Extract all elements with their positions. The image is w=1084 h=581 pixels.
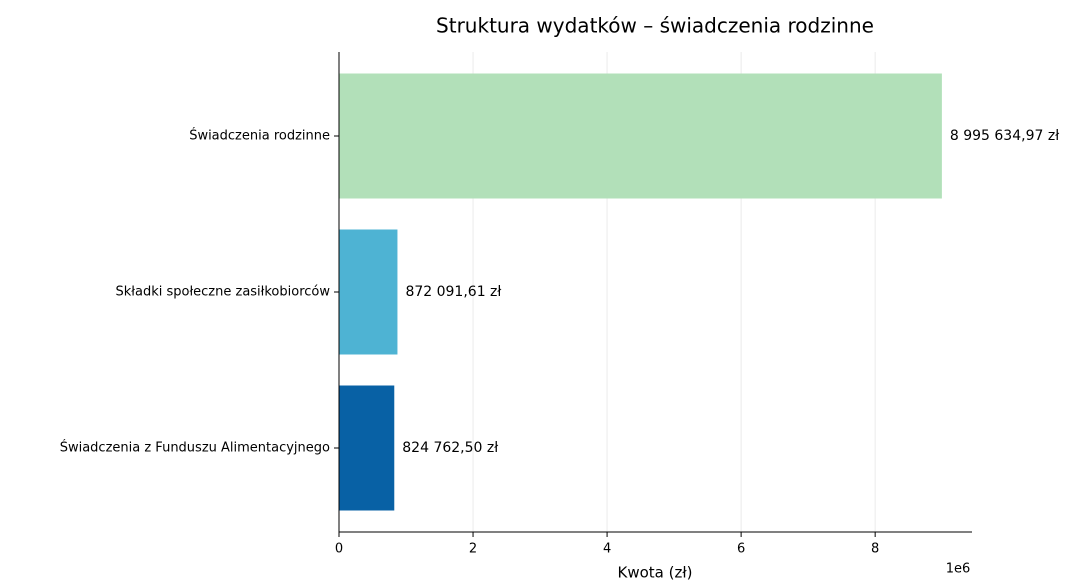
- x-tick-label: 2: [469, 542, 477, 557]
- x-offset-label: 1e6: [946, 562, 971, 577]
- y-tick-label: Świadczenia z Funduszu Alimentacyjnego: [60, 440, 330, 456]
- bar: [339, 385, 395, 511]
- x-tick-label: 6: [737, 542, 745, 557]
- value-label: 872 091,61 zł: [405, 284, 501, 300]
- bar: [339, 73, 942, 199]
- chart-title: Struktura wydatków – świadczenia rodzinn…: [436, 14, 874, 38]
- y-tick-label: Składki społeczne zasiłkobiorców: [116, 285, 331, 300]
- value-label: 824 762,50 zł: [402, 440, 498, 456]
- x-tick-label: 0: [335, 542, 343, 557]
- x-tick-label: 8: [871, 542, 879, 557]
- x-axis-label: Kwota (zł): [618, 564, 693, 581]
- y-tick-label: Świadczenia rodzinne: [189, 128, 330, 144]
- x-tick-label: 4: [603, 542, 611, 557]
- bar: [339, 229, 398, 355]
- value-label: 8 995 634,97 zł: [950, 128, 1059, 144]
